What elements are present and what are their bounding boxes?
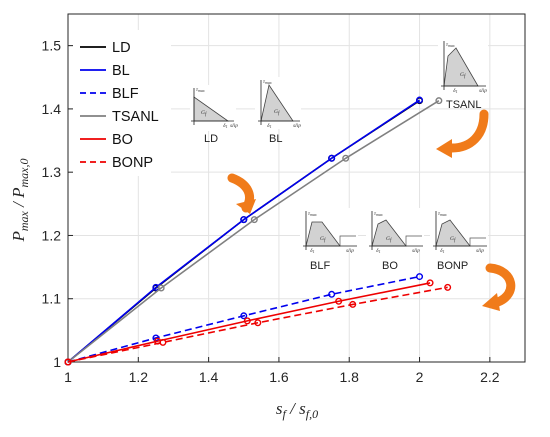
point-bonp-3 <box>349 300 357 308</box>
inset-bonp-gf: Gf <box>450 236 456 244</box>
point-tsanl-1 <box>157 284 165 292</box>
axis-ticks: 1 1.2 1.4 1.6 1.8 2 2.2 1 1.1 1.2 1.3 1.4 1.5 <box>42 38 500 385</box>
arrow-top-right-body <box>447 109 489 153</box>
inset-tsanl-slip: slip <box>479 88 487 94</box>
inset-ld: Gf τmax δ1 slip LD <box>190 85 238 145</box>
inset-blf-label: BLF <box>310 260 330 272</box>
inset-tsanl: Gf τmax δ1 slip TSANL <box>438 38 488 111</box>
legend-label-blf: BLF <box>112 86 139 102</box>
y-tick-label-0: 1 <box>53 354 61 370</box>
inset-blf-gf: Gf <box>320 236 326 244</box>
series-line-bonp <box>67 286 448 363</box>
point-bonp-2 <box>254 319 262 327</box>
plot-frame <box>67 13 526 363</box>
inset-blf-slip: slip <box>346 248 354 254</box>
inset-tsanl-tmax: τmax <box>446 42 455 48</box>
x-tick-label-1: 1.2 <box>129 369 149 385</box>
y-tick-label-4: 1.4 <box>42 101 62 117</box>
inset-blf-residual <box>339 235 356 246</box>
inset-bonp-d1: δ1 <box>440 248 445 254</box>
series-line-bl <box>67 99 420 363</box>
arrow-top-left-icon <box>227 173 256 214</box>
inset-blf-tmax: τmax <box>308 211 317 217</box>
y-tick-label-2: 1.2 <box>42 227 62 243</box>
legend-items: LD BL BLF TSANL BO BONP <box>80 40 159 171</box>
inset-bo-tmax: τmax <box>374 211 383 217</box>
y-axis-label: Pmax / Pmax,0 <box>9 159 31 243</box>
legend: LD BL BLF TSANL BO BONP <box>73 30 171 176</box>
inset-bl-gf: Gf <box>274 109 280 117</box>
inset-bo-d1: δ1 <box>376 248 381 254</box>
arrow-top-left-head <box>236 199 256 214</box>
inset-ld-tmax: τmax <box>196 87 205 93</box>
arrow-top-right-head <box>436 139 452 158</box>
point-bo-3 <box>335 297 343 305</box>
x-tick-label-5: 2 <box>416 369 424 385</box>
inset-ld-gf: Gf <box>201 110 207 118</box>
inset-bonp-residual <box>469 237 486 246</box>
series-line-bo <box>67 282 431 363</box>
point-bonp-0 <box>64 358 72 366</box>
arrow-bottom-right-head <box>482 293 500 311</box>
point-blf-2 <box>240 312 248 320</box>
point-bl-2 <box>240 216 248 224</box>
inset-blf: Gf τmax δ1 slip BLF <box>300 208 358 272</box>
point-blf-3 <box>328 290 336 298</box>
y-tick-label-3: 1.3 <box>42 164 62 180</box>
inset-bl-d1: δ1 <box>267 123 272 129</box>
point-bo-2 <box>243 317 251 325</box>
arrow-bottom-right-body <box>485 263 516 307</box>
legend-label-bl: BL <box>112 63 130 79</box>
y-tick-label-5: 1.5 <box>42 38 62 54</box>
arrow-bottom-right-icon <box>482 263 516 311</box>
inset-blf-d1: δ1 <box>310 248 315 254</box>
legend-box <box>73 30 171 176</box>
legend-label-tsanl: TSANL <box>112 109 159 125</box>
inset-bl: Gf τmax δ1 slip BL <box>255 77 301 145</box>
inset-bo-gf: Gf <box>386 236 392 244</box>
x-axis-label: sf / sf,0 <box>276 399 318 421</box>
inset-bl-label: BL <box>269 133 282 145</box>
arrow-top-right-icon <box>436 109 489 158</box>
point-blf-4 <box>416 273 424 281</box>
series-layer <box>64 96 452 366</box>
x-tick-label-2: 1.4 <box>199 369 219 385</box>
inset-ld-slip: slip <box>230 123 238 129</box>
point-bo-4 <box>426 279 434 287</box>
point-tsanl-2 <box>250 216 258 224</box>
point-bl-3 <box>328 154 336 162</box>
series-line-blf <box>67 275 420 363</box>
point-tsanl-3 <box>342 154 350 162</box>
inset-bonp-tmax: τmax <box>438 211 447 217</box>
inset-ld-d1: δ1 <box>223 123 228 129</box>
inset-bonp: Gf τmax δ1 slip BONP <box>430 208 488 272</box>
inset-bl-tmax: τmax <box>263 79 272 85</box>
point-bonp-4 <box>444 283 452 291</box>
inset-ld-label: LD <box>204 133 218 145</box>
x-tick-label-3: 1.6 <box>269 369 289 385</box>
inset-bonp-label: BONP <box>437 260 468 272</box>
x-tick-label-6: 2.2 <box>480 369 500 385</box>
arrows <box>227 109 516 311</box>
inset-tsanl-d1: δ1 <box>453 88 458 94</box>
inset-tsanl-label: TSANL <box>446 99 481 111</box>
legend-label-bonp: BONP <box>112 155 153 171</box>
x-tick-label-4: 1.8 <box>339 369 359 385</box>
inset-bo-residual <box>405 235 422 246</box>
inset-bl-slip: slip <box>293 123 301 129</box>
point-bl-4 <box>416 96 424 104</box>
series-line-tsanl <box>67 100 440 363</box>
x-tick-label-0: 1 <box>64 369 72 385</box>
legend-label-ld: LD <box>112 40 131 56</box>
inset-bonp-slip: slip <box>476 248 484 254</box>
inset-bo-label: BO <box>382 260 398 272</box>
inset-bo: Gf τmax δ1 slip BO <box>366 208 424 272</box>
legend-label-bo: BO <box>112 132 133 148</box>
point-tsanl-4 <box>435 97 443 105</box>
inset-tsanl-gf: Gf <box>460 72 466 80</box>
inset-bo-slip: slip <box>412 248 420 254</box>
point-bonp-1 <box>159 338 167 346</box>
y-tick-label-1: 1.1 <box>42 291 62 307</box>
